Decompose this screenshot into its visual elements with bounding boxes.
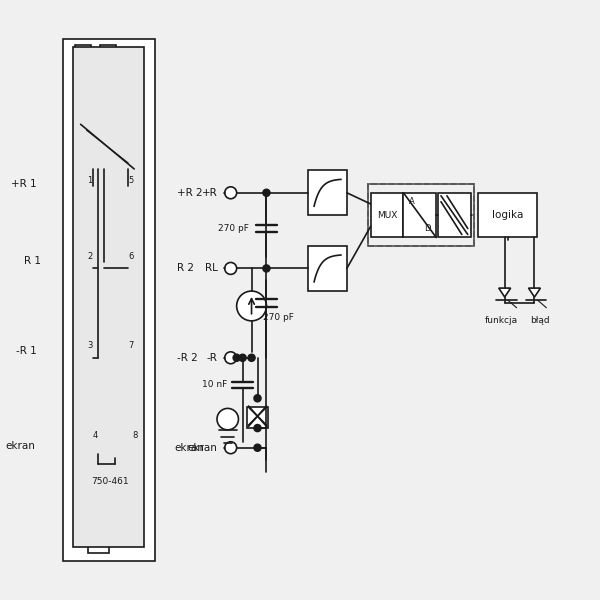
Circle shape bbox=[86, 351, 99, 364]
Bar bbox=[371, 193, 403, 238]
Text: -R 2: -R 2 bbox=[177, 353, 198, 363]
Circle shape bbox=[122, 262, 135, 275]
Text: logika: logika bbox=[492, 210, 523, 220]
Text: funkcja: funkcja bbox=[485, 316, 518, 325]
Text: 6: 6 bbox=[128, 252, 134, 261]
Circle shape bbox=[225, 262, 236, 274]
Circle shape bbox=[254, 424, 261, 431]
Bar bbox=[100, 45, 116, 56]
Text: 7: 7 bbox=[128, 341, 134, 350]
Bar bbox=[308, 246, 347, 291]
Circle shape bbox=[254, 395, 261, 402]
Text: R 1: R 1 bbox=[24, 256, 41, 266]
Circle shape bbox=[217, 409, 238, 430]
Text: -R: -R bbox=[207, 353, 218, 363]
Circle shape bbox=[225, 187, 236, 199]
Text: 4: 4 bbox=[92, 431, 98, 440]
Text: 1: 1 bbox=[87, 176, 92, 185]
Text: A: A bbox=[409, 197, 415, 206]
Text: 8: 8 bbox=[133, 431, 138, 440]
Bar bbox=[478, 193, 538, 238]
Text: +R 2: +R 2 bbox=[177, 188, 203, 198]
Circle shape bbox=[225, 352, 236, 364]
Circle shape bbox=[233, 354, 240, 361]
Bar bbox=[308, 170, 347, 215]
Text: +R: +R bbox=[202, 188, 218, 198]
Polygon shape bbox=[529, 288, 541, 297]
Text: MUX: MUX bbox=[377, 211, 397, 220]
Circle shape bbox=[236, 291, 266, 321]
Text: ekran: ekran bbox=[174, 443, 204, 453]
Bar bbox=[247, 407, 268, 428]
Circle shape bbox=[225, 442, 236, 454]
Polygon shape bbox=[499, 288, 511, 297]
Circle shape bbox=[122, 186, 135, 199]
Circle shape bbox=[263, 265, 270, 272]
Circle shape bbox=[248, 354, 255, 361]
Text: 2: 2 bbox=[87, 252, 92, 261]
Text: 270 pF: 270 pF bbox=[218, 224, 248, 233]
Bar bbox=[403, 193, 436, 238]
Text: 750-461: 750-461 bbox=[92, 477, 129, 486]
Circle shape bbox=[122, 351, 135, 364]
Text: 5: 5 bbox=[128, 176, 134, 185]
Text: ekran: ekran bbox=[5, 441, 35, 451]
Text: 270 pF: 270 pF bbox=[263, 313, 295, 322]
Circle shape bbox=[239, 354, 246, 361]
Circle shape bbox=[86, 262, 99, 275]
Circle shape bbox=[86, 186, 99, 199]
Bar bbox=[368, 184, 474, 247]
Text: -R 1: -R 1 bbox=[16, 346, 37, 356]
Circle shape bbox=[263, 189, 270, 196]
Bar bbox=[80, 124, 134, 169]
Circle shape bbox=[91, 441, 104, 454]
Circle shape bbox=[126, 441, 139, 454]
Bar bbox=[438, 193, 471, 238]
Text: 10 nF: 10 nF bbox=[202, 380, 228, 389]
Text: 3: 3 bbox=[87, 341, 92, 350]
Bar bbox=[88, 544, 109, 553]
Circle shape bbox=[254, 444, 261, 451]
Text: RL: RL bbox=[205, 263, 218, 274]
Text: +R 1: +R 1 bbox=[11, 179, 37, 189]
Text: ekran: ekran bbox=[188, 443, 218, 453]
Text: D: D bbox=[424, 224, 430, 233]
Bar bbox=[74, 45, 91, 56]
Bar bbox=[63, 39, 155, 561]
Text: błąd: błąd bbox=[530, 316, 550, 325]
Text: R 2: R 2 bbox=[177, 263, 194, 274]
Bar bbox=[73, 47, 145, 547]
Bar bbox=[368, 184, 474, 247]
